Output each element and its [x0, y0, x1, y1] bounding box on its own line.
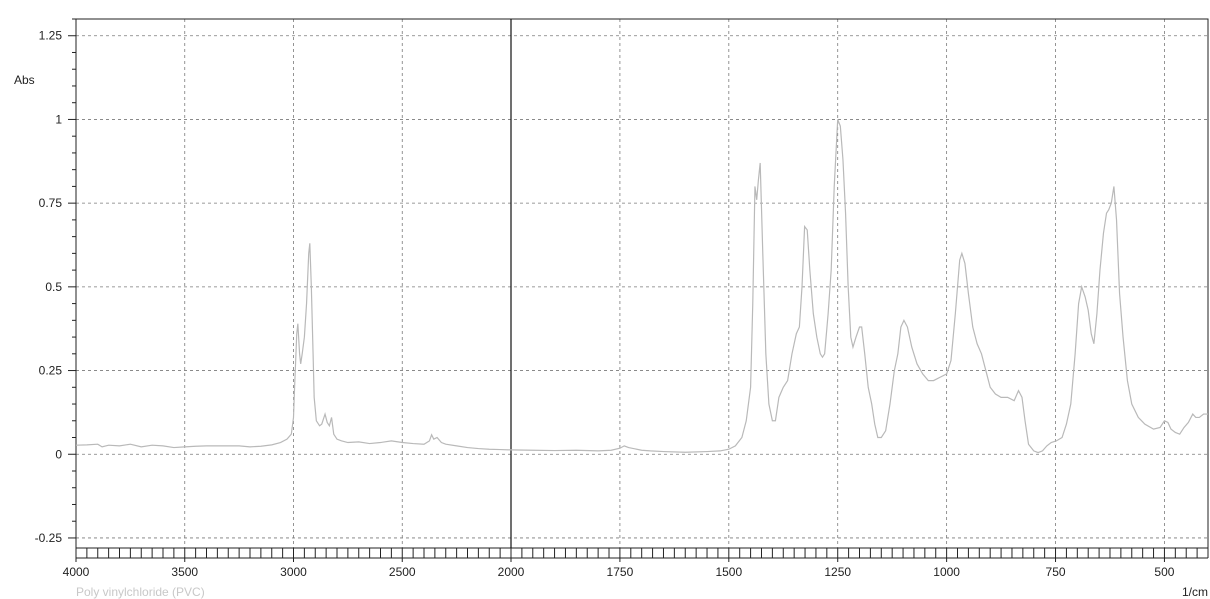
gridlines — [76, 19, 1208, 548]
x-tick-label: 500 — [1154, 565, 1174, 579]
x-tick-label: 750 — [1046, 565, 1066, 579]
spectrum-line — [75, 119, 1208, 454]
x-tick-label: 3000 — [280, 565, 307, 579]
y-tick-label: 1.25 — [39, 29, 63, 43]
x-tick-label: 2000 — [498, 565, 525, 579]
y-tick-label: 0 — [55, 447, 62, 461]
y-tick-label: 0.75 — [39, 196, 63, 210]
x-tick-label: 1500 — [715, 565, 742, 579]
x-tick-label: 1750 — [607, 565, 634, 579]
x-axis: 4000 3500 3000 2500 2000 1750 1500 1250 1000 750 5… — [63, 548, 1209, 579]
plot-frame — [75, 18, 1209, 549]
plot-border — [75, 18, 1209, 549]
spectrum-series — [75, 119, 1208, 454]
x-axis-label: 1/cm — [1182, 585, 1208, 599]
sample-caption: Poly vinylchloride (PVC) — [76, 585, 205, 599]
x-tick-label: 4000 — [63, 565, 90, 579]
y-tick-label: 1 — [55, 112, 62, 126]
y-axis-label: Abs — [14, 73, 35, 87]
y-tick-label: 0.25 — [39, 364, 63, 378]
y-tick-label: -0.25 — [35, 531, 63, 545]
y-axis: 1.25 1 0.75 0.5 0.25 0 -0.25 — [35, 18, 76, 545]
x-tick-label: 1000 — [933, 565, 960, 579]
x-tick-label: 2500 — [389, 565, 416, 579]
y-tick-label: 0.5 — [45, 280, 62, 294]
x-tick-label: 3500 — [171, 565, 198, 579]
x-tick-label: 1250 — [824, 565, 851, 579]
